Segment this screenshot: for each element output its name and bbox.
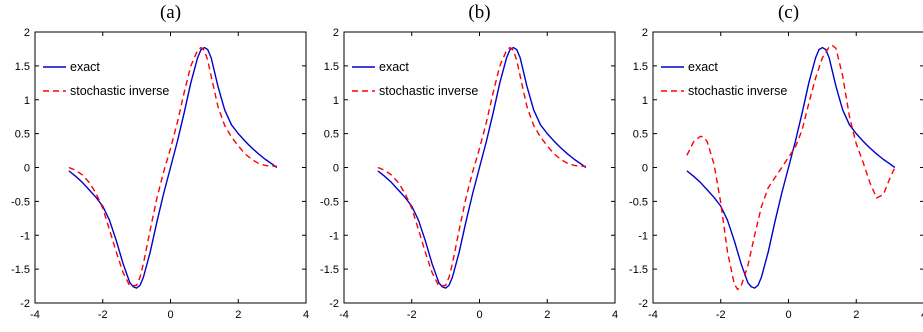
panel-title: (b): [468, 2, 490, 23]
y-tick-label: 1: [333, 95, 339, 107]
y-tick-label: 0: [24, 163, 30, 175]
y-tick-label: -0.5: [11, 196, 30, 208]
series-line-stochastic-inverse: [686, 44, 896, 291]
x-tick-label: 2: [544, 309, 550, 321]
y-tick-label: 1.5: [633, 61, 648, 73]
legend-label: stochastic inverse: [70, 84, 169, 98]
y-tick-label: 1.5: [15, 61, 30, 73]
legend: exact stochastic inverse: [352, 60, 478, 98]
x-tick-label: -4: [30, 309, 40, 321]
series-line-stochastic-inverse: [377, 46, 586, 287]
chart-panel-0: (a)-4 -2 0 2 4-2-1.5-1-0.500.511.52exactstoc…: [11, 2, 309, 321]
y-tick-label: 1.5: [324, 61, 339, 73]
chart-panel-2: (c)-4-2024-2-1.5-1-0.500.511.52exactstoc…: [629, 2, 923, 321]
y-tick-label: 0.5: [633, 129, 648, 141]
y-tick-label: -0.5: [629, 196, 648, 208]
x-tick-label: -2: [716, 309, 726, 321]
x-tick-label: 4: [303, 309, 309, 321]
x-tick-label: -2: [98, 309, 108, 321]
y-tick-label: 1: [24, 95, 30, 107]
series-line-stochastic-inverse: [68, 46, 277, 287]
y-tick-label: -1: [20, 230, 30, 242]
y-tick-label: 2: [642, 27, 648, 39]
legend-label: stochastic inverse: [688, 84, 787, 98]
y-tick-label: -2: [20, 298, 30, 310]
y-tick-label: -0.5: [320, 196, 339, 208]
y-tick-label: -1: [329, 230, 339, 242]
series-line-exact: [377, 46, 587, 289]
chart-panel-1: (b)-4 -2 0 2 4-2-1.5-1-0.500.511.52exactstoc…: [320, 2, 618, 321]
y-tick-label: -2: [638, 298, 648, 310]
x-tick-label: -4: [648, 309, 658, 321]
panel-title: (c): [778, 2, 799, 23]
series-line-exact: [686, 46, 896, 289]
x-tick-label: 2: [235, 309, 241, 321]
x-tick-label: 0: [785, 309, 791, 321]
y-tick-label: -1.5: [629, 264, 648, 276]
y-tick-label: 2: [333, 27, 339, 39]
y-tick-label: 0: [333, 163, 339, 175]
y-tick-label: -1.5: [320, 264, 339, 276]
legend-label: exact: [688, 60, 718, 74]
x-tick-label: 4: [612, 309, 618, 321]
y-tick-label: 1: [642, 95, 648, 107]
x-tick-label: 0: [476, 309, 482, 321]
x-tick-label: 4: [921, 309, 923, 321]
y-tick-label: -2: [329, 298, 339, 310]
legend-label: stochastic inverse: [379, 84, 478, 98]
legend-label: exact: [70, 60, 100, 74]
y-tick-label: 2: [24, 27, 30, 39]
panel-title: (a): [160, 2, 181, 23]
y-tick-label: 0: [642, 163, 648, 175]
y-tick-label: 0.5: [15, 129, 30, 141]
y-tick-label: -1: [638, 230, 648, 242]
x-tick-label: -2: [407, 309, 417, 321]
x-tick-label: 2: [853, 309, 859, 321]
x-tick-label: -4: [339, 309, 349, 321]
y-tick-label: 0.5: [324, 129, 339, 141]
series-line-exact: [68, 46, 278, 289]
legend: exact stochastic inverse: [661, 60, 787, 98]
legend-label: exact: [379, 60, 409, 74]
legend: exact stochastic inverse: [43, 60, 169, 98]
x-tick-label: 0: [167, 309, 173, 321]
y-tick-label: -1.5: [11, 264, 30, 276]
